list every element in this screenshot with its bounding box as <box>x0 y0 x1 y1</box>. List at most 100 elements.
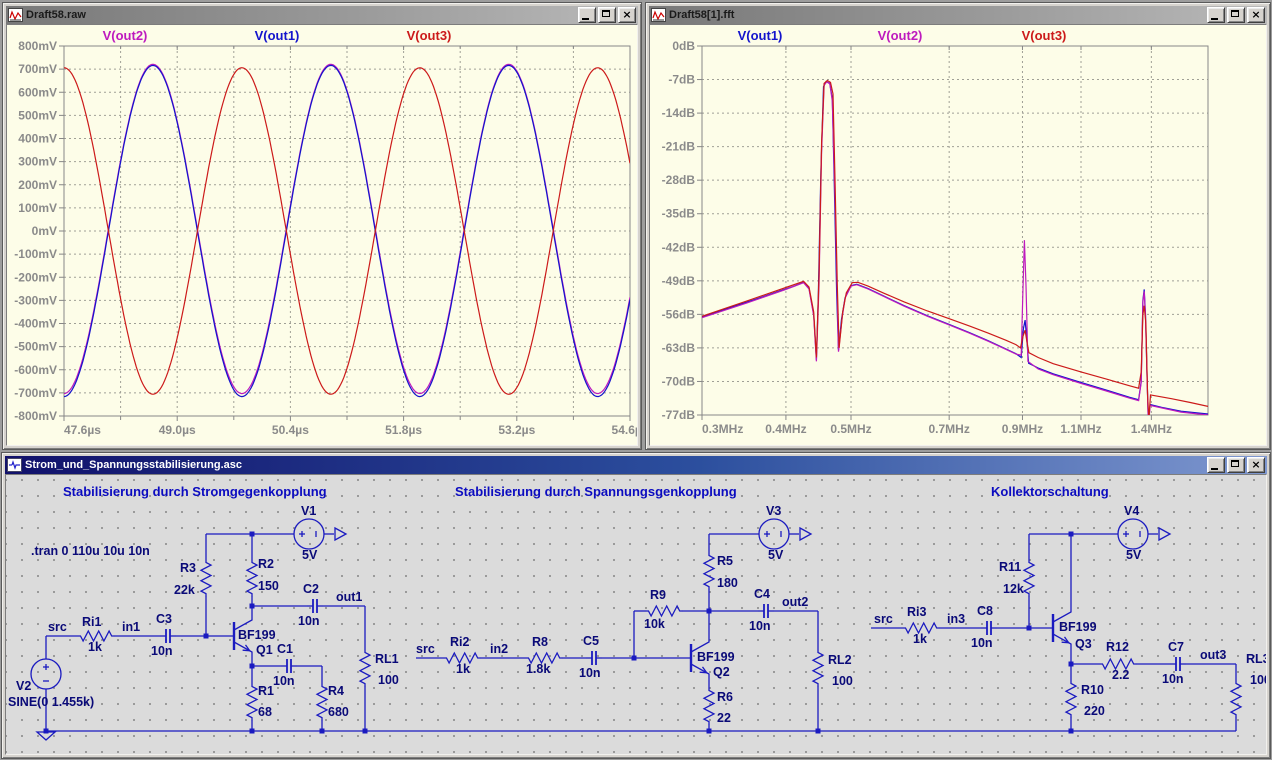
vsource-V1[interactable] <box>294 519 324 549</box>
schematic-icon <box>7 458 22 472</box>
component-value-V4: 5V <box>1126 548 1142 562</box>
component-name-C3: C3 <box>156 612 172 626</box>
legend-item-V(out2)[interactable]: V(out2) <box>878 28 923 43</box>
titlebar-tran[interactable]: Draft58.raw × <box>6 6 638 24</box>
legend-item-V(out3)[interactable]: V(out3) <box>1022 28 1067 43</box>
resistor-R4[interactable] <box>317 684 327 720</box>
resistor-R6[interactable] <box>704 688 714 724</box>
minimize-icon <box>582 18 589 20</box>
plot-area-fft[interactable]: 0dB-7dB-14dB-21dB-28dB-35dB-42dB-49dB-56… <box>649 24 1267 446</box>
vsource-V3[interactable] <box>759 519 789 549</box>
component-value-Ri1: 1k <box>88 640 102 654</box>
trace-V(out3)[interactable] <box>702 81 1208 419</box>
component-name-R6: R6 <box>717 690 733 704</box>
y-tick-label: -70dB <box>662 374 696 388</box>
axes <box>697 46 1208 420</box>
schematic-canvas[interactable]: Ri11kR322kR2150R168R4680RL1100Ri21kR81.8… <box>5 474 1267 755</box>
port-arrow-icon[interactable] <box>335 528 346 540</box>
capacitor-C2[interactable] <box>307 599 323 613</box>
plot-svg-tran[interactable]: 800mV700mV600mV500mV400mV300mV200mV100mV… <box>7 25 638 445</box>
component-name-Q3: Q3 <box>1075 637 1092 651</box>
vsource-V4[interactable] <box>1118 519 1148 549</box>
legend-item-V(out1)[interactable]: V(out1) <box>738 28 783 43</box>
junction-dot <box>1069 532 1074 537</box>
resistor-R2[interactable] <box>247 560 257 596</box>
resistor-R11[interactable] <box>1024 560 1034 596</box>
close-icon: × <box>1251 460 1260 470</box>
titlebar-schematic[interactable]: Strom_und_Spannungsstabilisierung.asc × <box>5 456 1267 474</box>
capacitor-C7[interactable] <box>1170 657 1186 671</box>
y-tick-label: -100mV <box>14 247 57 261</box>
resistor-R1[interactable] <box>247 684 257 720</box>
y-tick-label: -49dB <box>662 274 696 288</box>
capacitor-C8[interactable] <box>981 621 997 635</box>
y-tick-label: 0mV <box>32 224 57 238</box>
close-button[interactable]: × <box>618 7 636 23</box>
trace-V(out2)[interactable] <box>64 64 630 393</box>
y-tick-label: -21dB <box>662 140 696 154</box>
component-value-V1: 5V <box>302 548 318 562</box>
component-value-Ri2: 1k <box>456 662 470 676</box>
port-arrow-icon[interactable] <box>1159 528 1170 540</box>
plot-svg-fft[interactable]: 0dB-7dB-14dB-21dB-28dB-35dB-42dB-49dB-56… <box>650 25 1267 445</box>
capacitor-C4[interactable] <box>758 604 774 618</box>
legend-item-V(out3)[interactable]: V(out3) <box>407 28 452 43</box>
resistor-RL2[interactable] <box>813 650 823 686</box>
minimize-button[interactable] <box>1207 457 1225 473</box>
x-tick-label: 49.0µs <box>159 423 196 437</box>
component-name-R12: R12 <box>1106 640 1129 654</box>
y-tick-label: 600mV <box>18 85 57 99</box>
x-tick-label: 53.2µs <box>498 423 535 437</box>
component-name-R8: R8 <box>532 635 548 649</box>
component-name-R10: R10 <box>1081 683 1104 697</box>
resistor-RL1[interactable] <box>360 650 370 686</box>
y-tick-label: -600mV <box>14 363 57 377</box>
legend-item-V(out2)[interactable]: V(out2) <box>103 28 148 43</box>
circuit-heading-2: Stabilisierung durch Spannungsgenkopplun… <box>455 484 737 499</box>
close-button[interactable]: × <box>1247 457 1265 473</box>
maximize-button[interactable] <box>598 7 616 23</box>
close-button[interactable]: × <box>1247 7 1265 23</box>
component-name-R11: R11 <box>999 560 1021 574</box>
component-name-C1: C1 <box>277 642 293 656</box>
resistor-R9[interactable] <box>646 606 682 616</box>
schematic-svg[interactable]: Ri11kR322kR2150R168R4680RL1100Ri21kR81.8… <box>6 475 1267 752</box>
capacitor-C1[interactable] <box>281 659 297 673</box>
y-tick-label: 0dB <box>672 39 695 53</box>
component-value-RL1: 100 <box>378 673 399 687</box>
y-tick-label: 300mV <box>18 155 57 169</box>
window-title: Draft58[1].fft <box>669 9 1204 21</box>
junction-dot <box>250 729 255 734</box>
maximize-icon <box>602 10 610 17</box>
component-name-Q1: Q1 <box>256 643 273 657</box>
resistor-R10[interactable] <box>1066 681 1076 717</box>
component-value-R5: 180 <box>717 576 738 590</box>
resistor-R5[interactable] <box>704 553 714 589</box>
maximize-button[interactable] <box>1227 457 1245 473</box>
y-tick-label: -700mV <box>14 386 57 400</box>
trace-V(out1)[interactable] <box>702 82 1208 425</box>
legend-item-V(out1)[interactable]: V(out1) <box>255 28 300 43</box>
port-arrow-icon[interactable] <box>800 528 811 540</box>
maximize-button[interactable] <box>1227 7 1245 23</box>
capacitor-C5[interactable] <box>586 651 602 665</box>
component-value-RL3: 100 <box>1250 673 1267 687</box>
minimize-button[interactable] <box>578 7 596 23</box>
x-tick-label: 51.8µs <box>385 423 422 437</box>
resistor-R3[interactable] <box>201 560 211 596</box>
x-tick-label: 0.5MHz <box>830 422 871 436</box>
titlebar-fft[interactable]: Draft58[1].fft × <box>649 6 1267 24</box>
resistor-RL3[interactable] <box>1231 681 1241 717</box>
trace-V(out2)[interactable] <box>702 82 1208 427</box>
close-icon: × <box>1251 10 1260 20</box>
component-name-V1: V1 <box>301 504 316 518</box>
vsource-V2[interactable] <box>31 659 61 689</box>
component-name-R4: R4 <box>328 684 344 698</box>
plot-area-tran[interactable]: 800mV700mV600mV500mV400mV300mV200mV100mV… <box>6 24 638 446</box>
minimize-button[interactable] <box>1207 7 1225 23</box>
capacitor-C3[interactable] <box>160 629 176 643</box>
component-name-RL3: RL3 <box>1246 652 1267 666</box>
component-name-C5: C5 <box>583 634 599 648</box>
y-tick-label: -200mV <box>14 270 57 284</box>
y-tick-label: -7dB <box>668 73 695 87</box>
